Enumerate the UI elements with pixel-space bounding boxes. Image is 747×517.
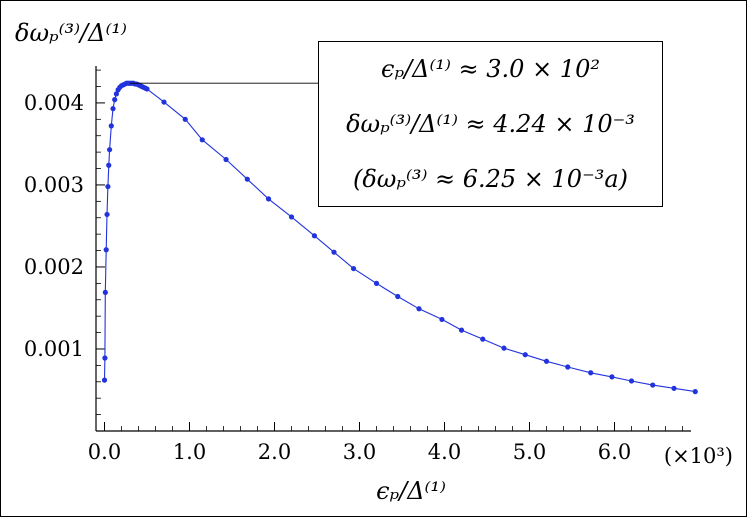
- ticks: [96, 69, 683, 431]
- x-tick-label: 2.0: [258, 440, 291, 464]
- data-point: [113, 91, 119, 97]
- data-point: [244, 176, 250, 182]
- data-point: [609, 374, 615, 380]
- data-point: [223, 156, 229, 163]
- x-tick-label: 4.0: [428, 440, 461, 464]
- data-point: [112, 97, 118, 103]
- x-tick-label: 3.0: [343, 440, 376, 464]
- data-point: [543, 358, 550, 364]
- data-point: [311, 233, 318, 239]
- data-point: [102, 289, 108, 295]
- data-point: [144, 86, 150, 92]
- data-point: [416, 306, 422, 312]
- data-point: [501, 345, 507, 351]
- data-point: [110, 106, 116, 112]
- y-tick-label: 0.001: [24, 337, 84, 361]
- data-point: [161, 99, 167, 105]
- data-point: [373, 280, 380, 286]
- data-point: [692, 389, 698, 395]
- x-tick-label: 0.0: [88, 440, 121, 464]
- data-point: [104, 211, 110, 218]
- data-point: [103, 247, 109, 253]
- data-point: [288, 214, 295, 220]
- data-point: [265, 196, 272, 202]
- y-tick-label: 0.002: [24, 255, 84, 279]
- data-point: [101, 377, 108, 383]
- data-point: [565, 364, 571, 370]
- data-point: [395, 293, 401, 300]
- data-point: [628, 378, 635, 384]
- annotation-line-1: ϵₚ/Δ⁽¹⁾ ≈ 3.0 × 10²: [381, 55, 600, 83]
- x-tick-label: 6.0: [598, 440, 631, 464]
- annotation-box: ϵₚ/Δ⁽¹⁾ ≈ 3.0 × 10² δωₚ⁽³⁾/Δ⁽¹⁾ ≈ 4.24 ×…: [318, 41, 663, 207]
- x-scale-note: (×10³): [664, 444, 733, 468]
- data-point: [102, 355, 108, 361]
- data-point: [458, 327, 465, 333]
- x-tick-label: 1.0: [173, 440, 206, 464]
- annotation-line-2: δωₚ⁽³⁾/Δ⁽¹⁾ ≈ 4.24 × 10⁻³: [346, 110, 635, 138]
- data-point: [522, 352, 528, 358]
- data-point: [106, 162, 112, 168]
- data-point: [480, 336, 486, 342]
- tick-labels: 0.0 1.0 2.0 3.0 4.0 5.0 6.0 0.001 0.002 0.003 0.00…: [24, 91, 631, 464]
- data-point: [650, 382, 656, 388]
- data-points: [101, 80, 698, 395]
- data-point: [439, 316, 445, 323]
- x-tick-label: 5.0: [513, 440, 546, 464]
- data-point: [182, 116, 188, 122]
- data-point: [108, 123, 114, 129]
- y-tick-label: 0.004: [24, 91, 84, 115]
- data-point: [331, 249, 337, 255]
- x-axis-label: ϵₚ/Δ⁽¹⁾: [376, 477, 446, 505]
- data-point: [199, 137, 205, 143]
- data-point: [107, 147, 113, 153]
- data-point: [671, 385, 677, 391]
- y-axis-label: δωₚ⁽³⁾/Δ⁽¹⁾: [15, 19, 127, 47]
- data-point: [588, 370, 594, 376]
- y-tick-label: 0.003: [24, 173, 84, 197]
- data-point: [105, 183, 111, 190]
- annotation-line-3: (δωₚ⁽³⁾ ≈ 6.25 × 10⁻³a): [352, 165, 629, 193]
- data-point: [350, 265, 357, 272]
